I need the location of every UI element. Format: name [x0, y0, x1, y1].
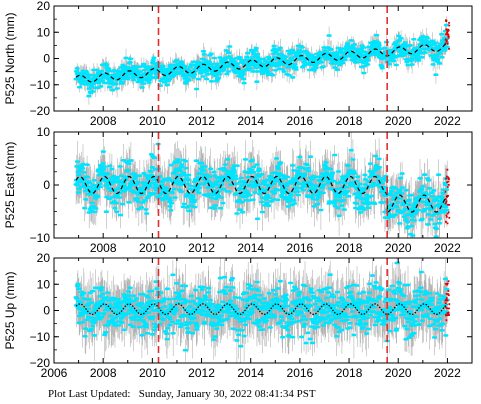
- panel-2: 10 0 −10 2008 2010 2012 2014 2016 2018 2020 2022 P5…: [3, 125, 473, 255]
- x-tick-label: 2008: [90, 114, 117, 128]
- x-tick-label: 2014: [237, 366, 264, 380]
- recent-points: [444, 280, 451, 322]
- x-tick-label: 2010: [139, 241, 166, 255]
- panel-data-1: [73, 16, 451, 105]
- y-tick-label: −20: [30, 104, 51, 118]
- x-tick-label: 2008: [90, 241, 117, 255]
- x-tick-label: 2022: [434, 241, 461, 255]
- data-points: [73, 261, 450, 352]
- y-tick-label: 0: [43, 52, 50, 66]
- x-tick-label: 2018: [336, 241, 363, 255]
- y-tick-label: −20: [30, 356, 51, 370]
- x-tick-label: 2010: [139, 366, 166, 380]
- x-tick-label: 2014: [237, 114, 264, 128]
- panel-data-3: [73, 258, 451, 363]
- x-tick-label: 2008: [90, 366, 117, 380]
- x-tick-label: 2020: [385, 114, 412, 128]
- x-tick-label: 2016: [287, 241, 314, 255]
- x-tick-label: 2006: [41, 366, 68, 380]
- x-tick-label: 2018: [336, 114, 363, 128]
- x-tick-label: 2014: [237, 241, 264, 255]
- y-tick-label: −10: [30, 78, 51, 92]
- x-tick-label: 2010: [139, 114, 166, 128]
- x-tick-label: 2020: [385, 241, 412, 255]
- y-tick-label: 10: [37, 277, 51, 291]
- x-tick-label: 2012: [188, 114, 215, 128]
- x-tick-label: 2020: [385, 366, 412, 380]
- y-axis-label: P525 East (mm): [3, 142, 17, 229]
- x-tick-label: 2012: [188, 241, 215, 255]
- x-tick-label: 2016: [287, 114, 314, 128]
- y-tick-label: 0: [43, 304, 50, 318]
- y-tick-label: 10: [37, 25, 51, 39]
- y-tick-label: 0: [43, 178, 50, 192]
- recent-points: [444, 19, 451, 50]
- model-fit-line: [75, 42, 448, 83]
- y-tick-label: 10: [37, 125, 51, 139]
- y-axis-label: P525 Up (mm): [3, 271, 17, 349]
- y-tick-label: −10: [30, 330, 51, 344]
- y-tick-label: 20: [37, 251, 51, 265]
- footer-timestamp: Sunday, January 30, 2022 08:41:34 PST: [138, 388, 316, 400]
- y-tick-label: 20: [37, 0, 51, 13]
- footer-prefix: Plot Last Updated:: [48, 388, 131, 400]
- x-tick-label: 2012: [188, 366, 215, 380]
- recent-points: [444, 168, 451, 225]
- x-tick-label: 2016: [287, 366, 314, 380]
- model-fit-line: [75, 303, 448, 315]
- data-points: [73, 23, 450, 98]
- x-tick-label: 2018: [336, 366, 363, 380]
- x-tick-label: 2022: [434, 366, 461, 380]
- panel-data-2: [73, 132, 451, 238]
- footer: Plot Last Updated: Sunday, January 30, 2…: [48, 388, 316, 400]
- y-axis-label: P525 North (mm): [3, 12, 17, 104]
- model-fit-line: [75, 175, 448, 213]
- y-tick-label: −10: [30, 231, 51, 245]
- x-tick-label: 2022: [434, 114, 461, 128]
